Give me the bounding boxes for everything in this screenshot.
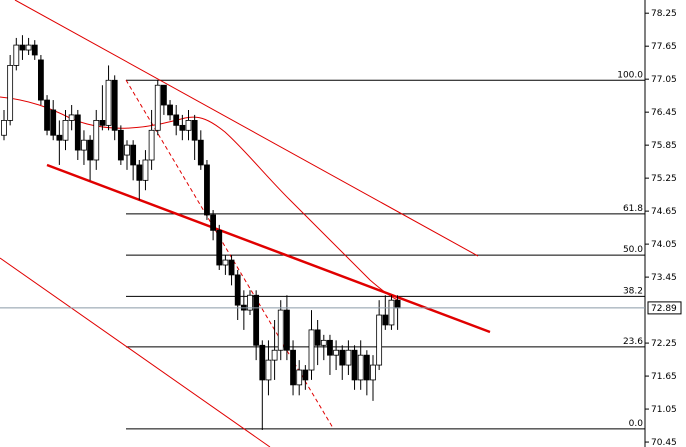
candle-body (13, 44, 20, 66)
y-tick-label: 73.45 (651, 273, 677, 283)
candle-body (265, 359, 272, 381)
candle-body (160, 84, 167, 106)
y-tick-label: 75.85 (651, 141, 677, 151)
candle-body (191, 120, 198, 141)
fib-label: 23.6 (623, 337, 643, 347)
y-tick-label: 70.45 (651, 438, 677, 447)
candle-body (357, 354, 364, 381)
candle-body (38, 59, 44, 101)
candle-body (277, 309, 284, 351)
candle-body (253, 294, 260, 346)
candle-body (351, 349, 358, 381)
candle-body (345, 349, 352, 366)
candle-body (142, 159, 149, 181)
candle-body (197, 139, 204, 166)
fib-label: 61.8 (623, 204, 643, 214)
fib-label: 0.0 (629, 419, 644, 429)
candle-body (68, 114, 75, 121)
candle-body (339, 349, 346, 366)
candle-body (388, 299, 395, 326)
candle-body (314, 329, 321, 346)
candle-body (148, 129, 155, 161)
candle-body (179, 124, 186, 131)
candle-body (31, 44, 38, 56)
candle-body (111, 79, 118, 131)
y-tick-label: 75.25 (651, 174, 677, 184)
fib-label: 100.0 (617, 70, 643, 80)
candle-body (19, 44, 26, 51)
candle-body (74, 114, 81, 151)
candle-body (99, 120, 106, 126)
candle-body (210, 214, 217, 231)
candle-body (173, 114, 180, 126)
current-price-label: 72.89 (651, 304, 677, 314)
candle-body (296, 369, 303, 386)
candle-body (216, 229, 223, 266)
y-tick-label: 77.05 (651, 75, 677, 85)
y-tick-label: 77.65 (651, 42, 677, 52)
y-tick-label: 76.45 (651, 108, 677, 118)
candle-body (167, 104, 173, 116)
candle-body (154, 84, 161, 131)
channel-line (14, 0, 479, 257)
candle-body (25, 44, 32, 51)
fib-label: 50.0 (623, 245, 643, 255)
y-tick-label: 74.65 (651, 207, 677, 217)
candle-body (320, 339, 327, 346)
candle-body (7, 65, 14, 121)
y-tick-label: 71.05 (651, 405, 677, 415)
candle-body (327, 339, 333, 356)
candle-body (302, 369, 309, 381)
candle-body (271, 349, 278, 361)
candle-body (56, 134, 63, 141)
current-price-box (647, 301, 682, 315)
candle-body (228, 259, 235, 276)
candle-body (130, 144, 137, 166)
fib-label: 38.2 (623, 286, 643, 296)
candle-body (234, 274, 241, 306)
candle-body (394, 299, 401, 309)
candle-body (247, 294, 253, 311)
candle-body (124, 144, 130, 156)
candle-body (44, 99, 50, 131)
y-tick-label: 72.25 (651, 339, 677, 349)
y-tick-label: 74.05 (651, 240, 677, 250)
candle-body (333, 349, 340, 356)
candle-body (81, 139, 87, 151)
candle-body (1, 120, 7, 136)
y-tick-label: 78.25 (651, 9, 677, 19)
candle-body (105, 79, 112, 126)
candle-body (62, 120, 69, 141)
candle-body (204, 164, 210, 216)
candle-body (290, 349, 296, 386)
candle-body (185, 120, 192, 131)
candle-body (382, 314, 389, 326)
channel-line (0, 257, 271, 447)
candle-body (117, 129, 124, 161)
candle-body (376, 314, 383, 366)
candle-body (50, 109, 57, 136)
candle-body (87, 139, 93, 161)
candle-body (308, 329, 315, 371)
candle-body (93, 120, 100, 161)
candle-body (136, 164, 143, 181)
candle-body (222, 259, 229, 266)
candle-body (370, 364, 376, 381)
y-tick-label: 71.65 (651, 372, 677, 382)
candle-body (283, 309, 290, 351)
candle-body (363, 354, 370, 381)
trend-line (46, 163, 491, 334)
candle-body (259, 344, 266, 381)
